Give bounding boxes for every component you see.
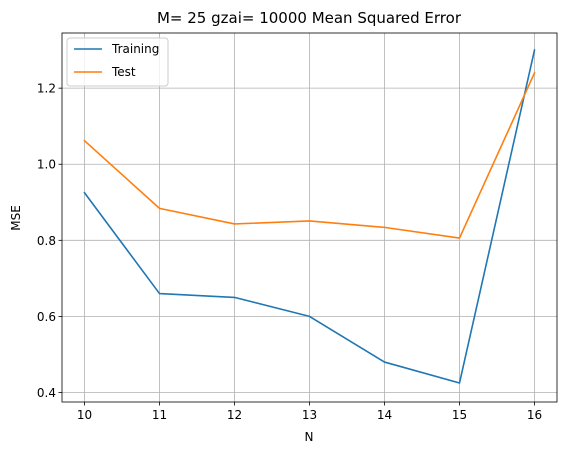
x-axis-ticks: 10 11 12 13 14 15 16 [77, 402, 542, 422]
x-tick-label: 11 [152, 408, 167, 422]
y-tick-label: 1.0 [37, 158, 56, 172]
series-line-training [83, 49, 536, 384]
legend-label-training: Training [111, 42, 159, 56]
x-tick-label: 15 [452, 408, 467, 422]
series-line-test [83, 71, 536, 239]
x-axis-label: N [305, 430, 314, 444]
x-tick-label: 12 [227, 408, 242, 422]
legend-label-test: Test [111, 65, 136, 79]
y-tick-label: 0.4 [37, 386, 56, 400]
x-tick-label: 14 [377, 408, 392, 422]
y-tick-label: 0.6 [37, 310, 56, 324]
chart-title: M= 25 gzai= 10000 Mean Squared Error [157, 9, 462, 27]
legend: Training Test [66, 37, 169, 87]
legend-box [66, 37, 169, 87]
y-tick-label: 0.8 [37, 234, 56, 248]
grid-lines [62, 33, 557, 402]
x-tick-label: 16 [527, 408, 542, 422]
series-lines [83, 49, 536, 384]
x-tick-label: 10 [77, 408, 92, 422]
y-tick-label: 1.2 [37, 82, 56, 96]
y-axis-ticks: 0.4 0.6 0.8 1.0 1.2 [37, 82, 62, 400]
x-tick-label: 13 [302, 408, 317, 422]
y-axis-label: MSE [9, 205, 23, 231]
